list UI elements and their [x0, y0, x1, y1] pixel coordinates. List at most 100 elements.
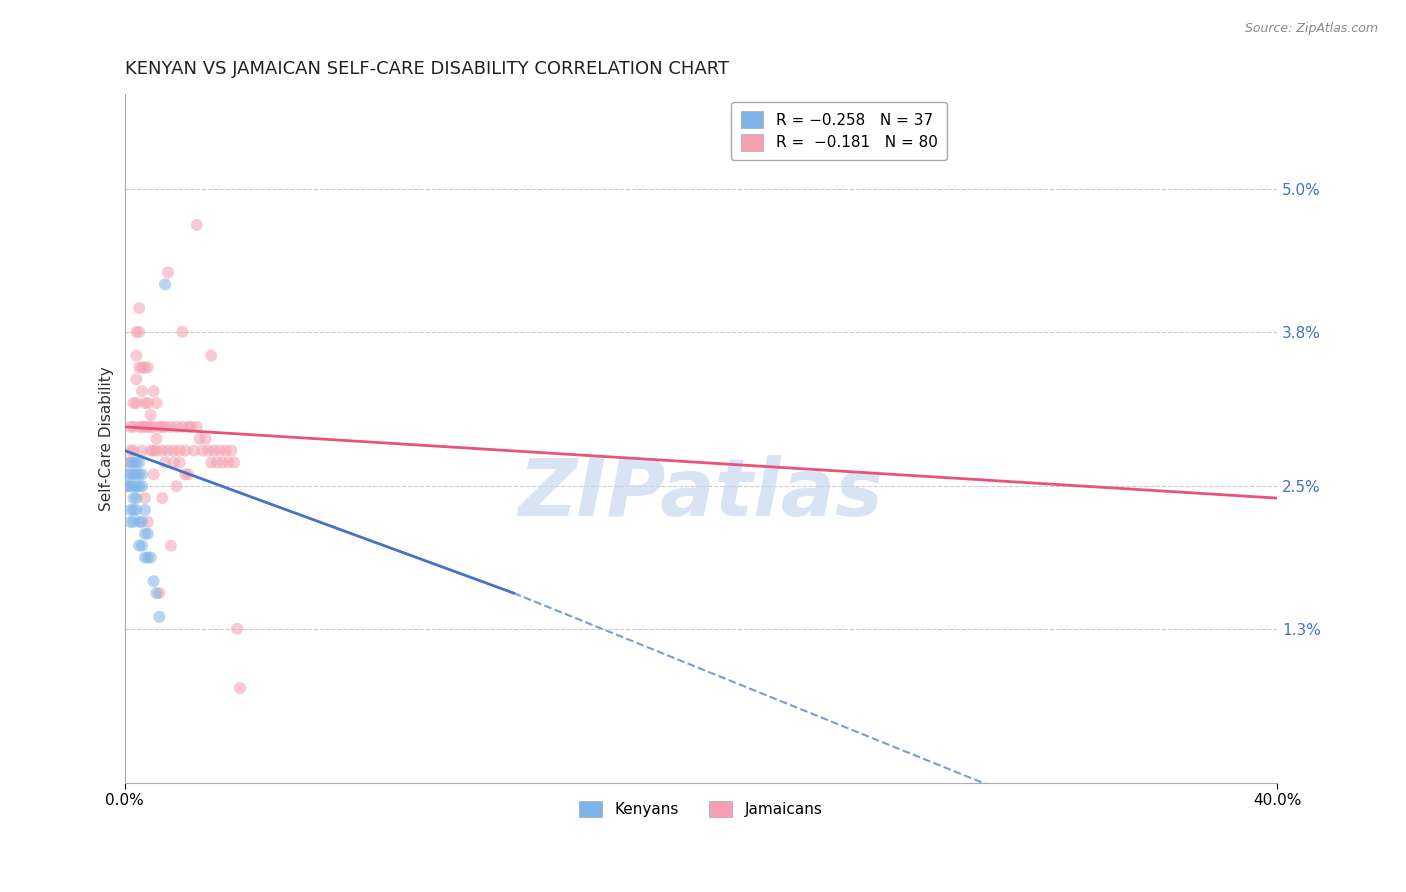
Point: [128, 455, 150, 469]
Point: [125, 467, 148, 482]
Point: [200, 455, 222, 469]
Point: [125, 455, 148, 469]
Point: [163, 455, 186, 469]
Point: [120, 479, 142, 493]
Point: [139, 550, 162, 565]
Point: [125, 325, 148, 339]
Point: [145, 396, 167, 410]
Point: [139, 420, 162, 434]
Point: [142, 420, 165, 434]
Point: [180, 420, 202, 434]
Point: [134, 503, 156, 517]
Point: [200, 349, 222, 363]
Point: [208, 443, 231, 458]
Point: [142, 467, 165, 482]
Point: [128, 420, 150, 434]
Point: [136, 396, 159, 410]
Point: [128, 301, 150, 315]
Point: [136, 515, 159, 529]
Point: [160, 539, 183, 553]
Point: [194, 432, 217, 446]
Point: [205, 455, 228, 469]
Point: [131, 515, 153, 529]
Point: [117, 479, 139, 493]
Point: [122, 479, 145, 493]
Point: [153, 455, 176, 469]
Point: [136, 550, 159, 565]
Point: [134, 491, 156, 505]
Point: [125, 479, 148, 493]
Point: [174, 467, 197, 482]
Point: [128, 360, 150, 375]
Text: Source: ZipAtlas.com: Source: ZipAtlas.com: [1244, 22, 1378, 36]
Point: [139, 408, 162, 422]
Point: [122, 443, 145, 458]
Point: [131, 420, 153, 434]
Point: [122, 455, 145, 469]
Point: [150, 491, 173, 505]
Point: [217, 455, 239, 469]
Point: [128, 515, 150, 529]
Y-axis label: Self-Care Disability: Self-Care Disability: [100, 367, 114, 511]
Point: [166, 420, 188, 434]
Point: [120, 467, 142, 482]
Point: [134, 526, 156, 541]
Point: [148, 420, 170, 434]
Point: [125, 503, 148, 517]
Point: [131, 467, 153, 482]
Point: [153, 420, 176, 434]
Point: [145, 586, 167, 600]
Point: [125, 491, 148, 505]
Point: [172, 325, 194, 339]
Point: [150, 420, 173, 434]
Point: [128, 467, 150, 482]
Point: [131, 360, 153, 375]
Point: [148, 586, 170, 600]
Point: [134, 396, 156, 410]
Point: [125, 349, 148, 363]
Point: [163, 443, 186, 458]
Point: [131, 479, 153, 493]
Point: [169, 443, 191, 458]
Legend: Kenyans, Jamaicans: Kenyans, Jamaicans: [574, 795, 828, 823]
Point: [191, 443, 214, 458]
Point: [183, 443, 205, 458]
Point: [117, 479, 139, 493]
Point: [150, 443, 173, 458]
Point: [122, 467, 145, 482]
Point: [131, 384, 153, 399]
Point: [148, 610, 170, 624]
Point: [134, 550, 156, 565]
Point: [128, 539, 150, 553]
Point: [136, 360, 159, 375]
Point: [156, 266, 179, 280]
Point: [197, 443, 219, 458]
Point: [211, 455, 233, 469]
Point: [120, 515, 142, 529]
Point: [136, 526, 159, 541]
Point: [120, 443, 142, 458]
Point: [125, 372, 148, 386]
Point: [153, 277, 176, 292]
Point: [120, 420, 142, 434]
Point: [188, 432, 211, 446]
Point: [142, 574, 165, 589]
Point: [142, 384, 165, 399]
Point: [172, 420, 194, 434]
Point: [134, 360, 156, 375]
Point: [136, 420, 159, 434]
Point: [202, 443, 225, 458]
Point: [131, 539, 153, 553]
Point: [169, 455, 191, 469]
Point: [186, 420, 208, 434]
Point: [145, 432, 167, 446]
Point: [122, 420, 145, 434]
Point: [229, 681, 252, 695]
Point: [128, 479, 150, 493]
Point: [160, 420, 183, 434]
Point: [117, 467, 139, 482]
Point: [122, 515, 145, 529]
Point: [131, 443, 153, 458]
Point: [122, 396, 145, 410]
Point: [214, 443, 236, 458]
